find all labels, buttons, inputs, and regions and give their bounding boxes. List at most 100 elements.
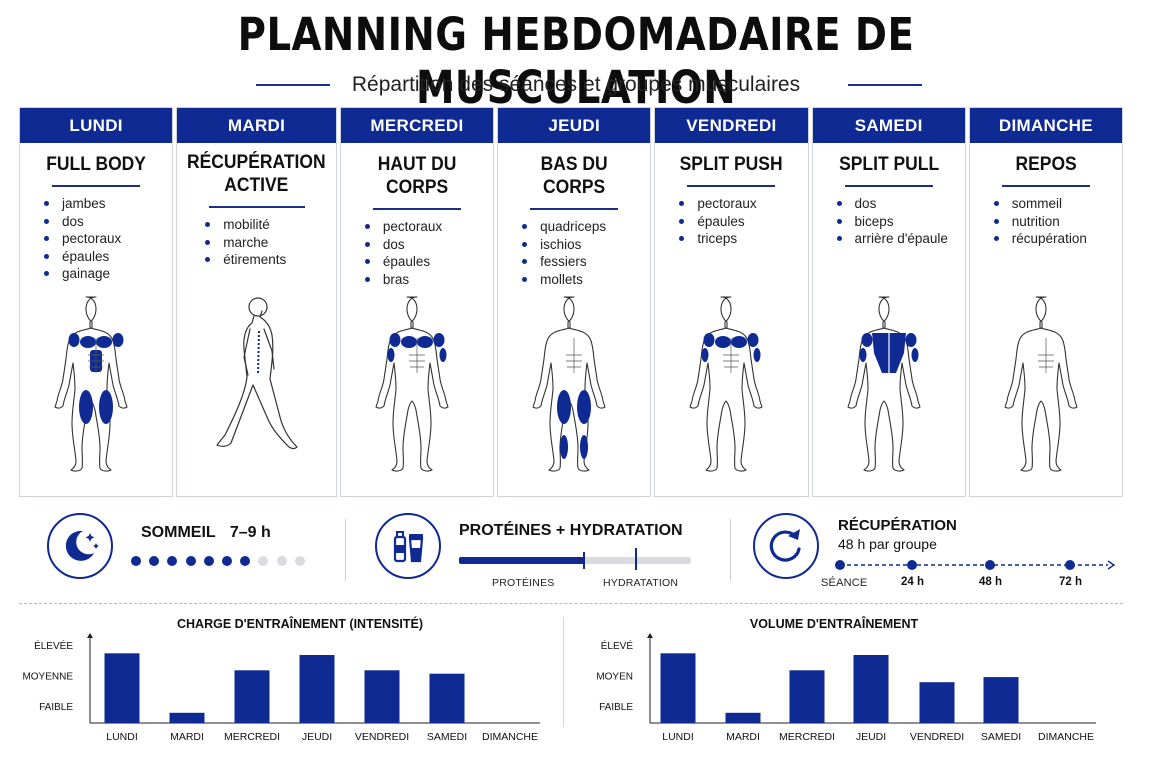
y-axis-arrow bbox=[647, 633, 653, 638]
section-divider bbox=[19, 603, 1123, 604]
bar bbox=[299, 655, 335, 723]
subtitle-row: Répartition des séances et groupes muscu… bbox=[0, 72, 1152, 98]
y-tick-label: FAIBLE bbox=[599, 702, 633, 713]
moon-icon bbox=[47, 513, 113, 579]
day-card-jeudi: JEUDI BAS DU CORPS quadriceps ischios fe… bbox=[497, 107, 652, 497]
body-figure-lower bbox=[532, 296, 606, 472]
chart-volume: FAIBLE MOYEN ÉLEVÉ LUNDI MARDI MERCREDI JEUDI V… bbox=[596, 633, 1096, 743]
bar bbox=[789, 670, 825, 723]
session-rule bbox=[530, 208, 619, 210]
session-title: SPLIT PULL bbox=[838, 154, 939, 175]
chart-title-load: CHARGE D'ENTRAÎNEMENT (INTENSITÉ) bbox=[176, 617, 424, 631]
x-tick-label: MARDI bbox=[170, 731, 204, 743]
sleep-dot bbox=[185, 556, 196, 566]
session-rule bbox=[208, 206, 305, 208]
day-card-samedi: SAMEDI SPLIT PULL dos biceps arrière d'é… bbox=[811, 107, 966, 497]
muscle-list: sommeil nutrition récupération bbox=[970, 195, 1122, 248]
timeline-label: 72 h bbox=[1059, 576, 1083, 588]
day-card-vendredi: VENDREDI SPLIT PUSH pectoraux épaules tr… bbox=[654, 107, 809, 497]
x-tick-label: LUNDI bbox=[106, 731, 138, 743]
body-figure-upper bbox=[375, 296, 449, 472]
list-item: sommeil bbox=[993, 195, 1122, 213]
body-outline bbox=[54, 296, 128, 472]
list-item: gainage bbox=[44, 265, 172, 283]
timeline-label: SÉANCE bbox=[821, 577, 868, 589]
body-outline bbox=[847, 296, 921, 472]
session-rule bbox=[372, 208, 461, 210]
body-figure-rest bbox=[1004, 296, 1078, 472]
subtitle-left-rule bbox=[256, 84, 330, 86]
y-tick-label: MOYENNE bbox=[22, 671, 73, 682]
day-card-mardi: MARDI RÉCUPÉRATION ACTIVE mobilité march… bbox=[176, 107, 337, 497]
body-outline bbox=[375, 296, 449, 472]
x-tick-label: VENDREDI bbox=[910, 731, 964, 743]
x-tick-label: DIMANCHE bbox=[482, 731, 538, 743]
bar bbox=[725, 712, 761, 723]
list-item: bras bbox=[364, 271, 493, 289]
day-header: DIMANCHE bbox=[969, 108, 1123, 143]
session-title: BAS DU CORPS bbox=[540, 154, 608, 198]
y-tick-label: MOYEN bbox=[596, 671, 633, 682]
list-item: épaules bbox=[364, 253, 493, 271]
divider bbox=[345, 519, 346, 581]
x-tick-label: JEUDI bbox=[302, 731, 332, 743]
refresh-icon bbox=[753, 513, 819, 579]
day-header: SAMEDI bbox=[812, 108, 965, 143]
list-item: pectoraux bbox=[44, 230, 172, 248]
list-item: pectoraux bbox=[364, 218, 493, 236]
body-outline bbox=[532, 296, 606, 472]
sleep-label-text: SOMMEIL bbox=[141, 524, 216, 541]
protein-marker bbox=[583, 552, 586, 569]
bar bbox=[234, 670, 270, 723]
list-item: arrière d'épaule bbox=[836, 230, 965, 248]
session-title: FULL BODY bbox=[46, 154, 146, 175]
day-header: MERCREDI bbox=[340, 108, 494, 143]
sleep-dot bbox=[276, 556, 287, 566]
sleep-dot bbox=[222, 556, 232, 566]
chart-load: FAIBLE MOYENNE ÉLEVÉE LUNDI MARDI MERCREDI JEU… bbox=[22, 633, 540, 743]
session-rule bbox=[52, 185, 141, 187]
session-title: HAUT DU CORPS bbox=[377, 154, 457, 198]
divider bbox=[730, 519, 731, 581]
list-item: triceps bbox=[679, 230, 807, 248]
bar bbox=[104, 653, 140, 723]
list-item: dos bbox=[44, 213, 172, 231]
x-tick-label: LUNDI bbox=[662, 731, 694, 743]
session-rule bbox=[1001, 185, 1090, 187]
timeline-label: 48 h bbox=[979, 576, 1003, 588]
recovery-label: RÉCUPÉRATION bbox=[838, 517, 957, 534]
body-figure-push bbox=[689, 296, 763, 472]
timeline-label: 24 h bbox=[901, 576, 925, 588]
body-figure-full-body bbox=[54, 296, 128, 472]
body-outline bbox=[1004, 296, 1078, 472]
info-strip: SOMMEIL 7–9 h PROTÉINES + HYDRATATION PR… bbox=[0, 505, 1152, 595]
list-item: marche bbox=[205, 234, 336, 252]
bar bbox=[364, 670, 400, 723]
list-item: nutrition bbox=[993, 213, 1122, 231]
chart-title-volume: VOLUME D'ENTRAÎNEMENT bbox=[749, 617, 919, 631]
sleep-dot bbox=[131, 556, 141, 566]
y-axis-arrow bbox=[87, 633, 93, 638]
muscle-list: dos biceps arrière d'épaule bbox=[813, 195, 965, 248]
list-item: dos bbox=[836, 195, 965, 213]
walking-figure bbox=[215, 297, 298, 450]
day-header: MARDI bbox=[177, 108, 336, 143]
body-outline bbox=[689, 296, 763, 472]
day-card-lundi: LUNDI FULL BODY jambes dos pectoraux épa… bbox=[19, 107, 174, 497]
recovery-sub: 48 h par groupe bbox=[838, 536, 937, 552]
hydration-bar-label: HYDRATATION bbox=[603, 577, 679, 589]
y-tick-label: ÉLEVÉE bbox=[34, 639, 73, 652]
list-item: dos bbox=[364, 236, 493, 254]
y-tick-label: FAIBLE bbox=[39, 702, 73, 713]
day-header: LUNDI bbox=[20, 108, 173, 143]
sleep-dot bbox=[294, 556, 305, 566]
muscle-list: pectoraux épaules triceps bbox=[655, 195, 807, 248]
x-tick-label: MERCREDI bbox=[779, 731, 835, 743]
muscle-list: mobilité marche étirements bbox=[177, 216, 336, 269]
list-item: ischios bbox=[522, 236, 650, 254]
charts-divider bbox=[563, 617, 564, 727]
page-title: PLANNING HEBDOMADAIRE DE MUSCULATION bbox=[237, 8, 915, 114]
sleep-dot bbox=[258, 556, 269, 566]
day-header: JEUDI bbox=[498, 108, 651, 143]
sleep-dot bbox=[149, 556, 160, 566]
